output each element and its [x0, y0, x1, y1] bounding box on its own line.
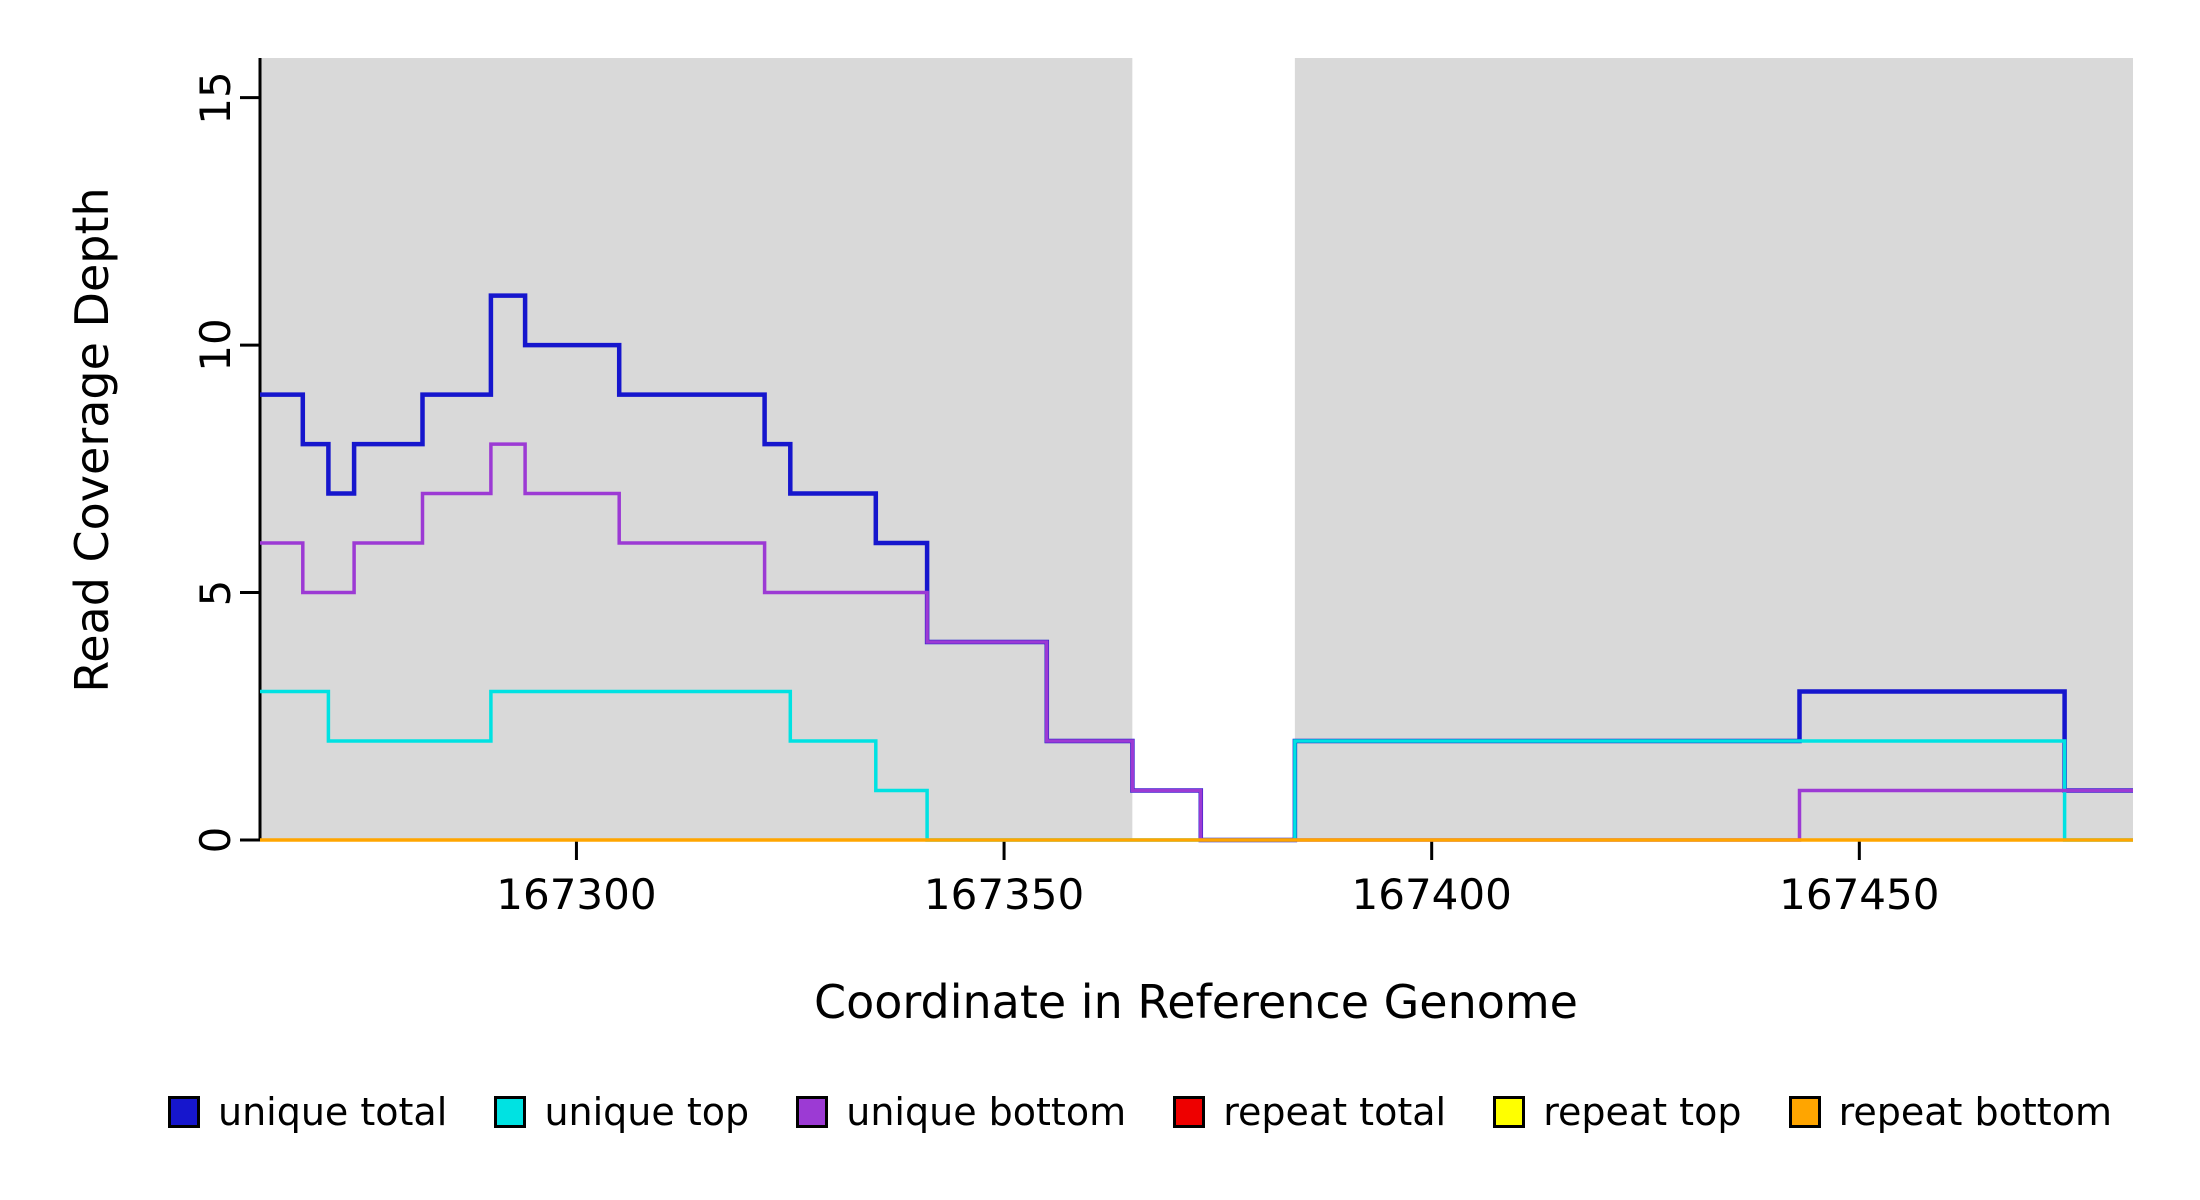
legend-swatch-repeat-total [1173, 1096, 1206, 1128]
legend-swatch-unique-bottom [796, 1096, 829, 1128]
legend-label-repeat-total: repeat total [1223, 1090, 1447, 1134]
x-tick-label: 167350 [923, 870, 1085, 919]
series-unique-top [260, 689, 2133, 842]
legend-label-repeat-bottom: repeat bottom [1838, 1090, 2112, 1134]
y-tick-label: 10 [191, 318, 240, 372]
x-axis-title: Coordinate in Reference Genome [814, 975, 1578, 1029]
legend-label-unique-total: unique total [218, 1090, 448, 1134]
legend-item-repeat-bottom: repeat bottom [1788, 1090, 2112, 1134]
legend-swatch-unique-total [168, 1096, 200, 1128]
legend-item-repeat-top: repeat top [1493, 1090, 1741, 1134]
legend-item-repeat-total: repeat total [1173, 1090, 1446, 1134]
legend-swatch-repeat-top [1493, 1096, 1526, 1128]
y-tick-label: 5 [191, 579, 240, 606]
legend-item-unique-bottom: unique bottom [796, 1090, 1126, 1134]
y-tick-label: 0 [191, 826, 240, 854]
x-tick-label: 167400 [1351, 870, 1512, 919]
legend-item-unique-top: unique top [494, 1090, 749, 1134]
legend-label-unique-bottom: unique bottom [846, 1090, 1127, 1134]
y-axis-title: Read Coverage Depth [65, 187, 119, 693]
legend-item-unique-total: unique total [168, 1090, 447, 1134]
series-unique-bottom [260, 442, 2133, 842]
legend-label-unique-top: unique top [544, 1090, 750, 1134]
legend-swatch-unique-top [494, 1096, 527, 1128]
x-tick-label: 167300 [496, 870, 657, 919]
legend-swatch-repeat-bottom [1788, 1096, 1821, 1128]
x-tick-label: 167450 [1779, 870, 1940, 919]
shaded-region [1294, 58, 2133, 840]
y-tick-label: 15 [191, 70, 240, 125]
legend: unique total unique top unique bottom repea… [168, 1090, 2112, 1134]
legend-label-repeat-top: repeat top [1543, 1090, 1742, 1134]
shaded-region [260, 58, 1133, 840]
